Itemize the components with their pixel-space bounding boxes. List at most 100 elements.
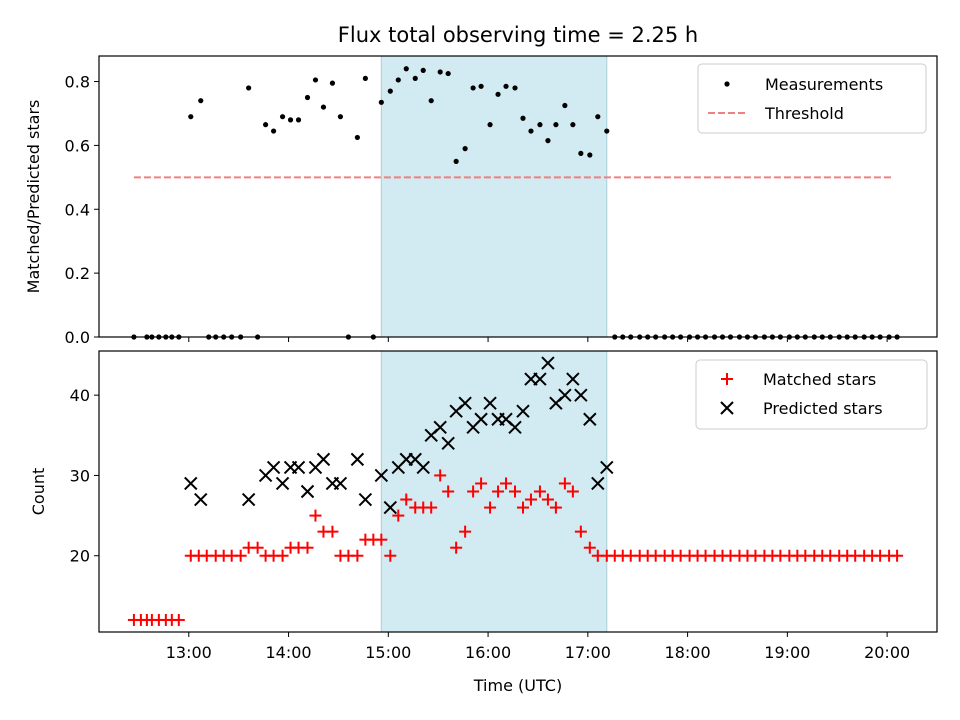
data-point — [450, 541, 463, 554]
data-point — [453, 158, 459, 164]
data-point — [528, 128, 534, 134]
bottom-panel: 20 30 40 13:00 14:00 15:00 16:00 17:00 18:00 19:… — [29, 350, 938, 695]
legend-matched-label: Matched stars — [763, 370, 876, 389]
x-tick-label: 15:00 — [365, 643, 411, 662]
data-point — [392, 509, 405, 522]
data-point — [412, 75, 418, 81]
data-point — [509, 485, 522, 498]
data-point — [279, 114, 286, 120]
data-point — [545, 138, 551, 144]
data-point — [416, 460, 430, 475]
data-point — [291, 460, 306, 475]
data-point — [241, 492, 256, 507]
data-point — [362, 75, 368, 81]
data-point — [194, 492, 208, 507]
data-point — [434, 469, 447, 482]
data-point — [541, 493, 554, 506]
observing-span-top — [380, 55, 608, 338]
data-point — [583, 412, 597, 426]
bottom-legend-box — [695, 359, 928, 430]
data-point — [537, 122, 543, 128]
data-point — [520, 115, 526, 121]
data-point — [316, 452, 331, 467]
data-point — [351, 549, 364, 562]
data-point — [384, 549, 397, 562]
data-point — [374, 468, 389, 483]
data-point — [304, 94, 311, 101]
data-point — [541, 356, 555, 370]
top-legend-box — [697, 63, 927, 134]
x-tick-label: 18:00 — [665, 643, 711, 662]
y-tick-label: 20 — [70, 547, 90, 566]
data-point — [425, 501, 438, 514]
data-point — [329, 80, 336, 86]
data-point — [270, 128, 277, 134]
data-point — [492, 485, 505, 498]
data-point — [246, 85, 252, 91]
bottom-y-axis-label: Count — [29, 468, 48, 516]
data-point — [500, 477, 513, 490]
data-point — [558, 477, 571, 490]
data-point — [326, 525, 339, 538]
data-point — [483, 396, 497, 410]
data-point — [600, 460, 614, 475]
data-point — [595, 114, 601, 120]
x-tick-label: 17:00 — [565, 643, 611, 662]
data-point — [263, 122, 269, 128]
data-point — [475, 477, 488, 490]
data-point — [251, 541, 264, 554]
data-point — [574, 525, 587, 538]
data-point — [533, 372, 547, 386]
data-point — [495, 91, 501, 97]
legend-predicted-marker — [720, 401, 734, 415]
data-point — [574, 388, 588, 402]
data-point — [604, 128, 610, 134]
data-point — [184, 476, 198, 491]
legend-measurements-marker — [724, 81, 730, 87]
legend-threshold-label: Threshold — [764, 104, 844, 123]
data-point — [301, 541, 314, 554]
data-point — [400, 493, 413, 506]
data-point — [583, 541, 596, 554]
data-point — [445, 70, 451, 77]
y-tick-label: 0.4 — [65, 200, 90, 219]
data-point — [524, 493, 537, 506]
data-point — [533, 485, 546, 498]
data-point — [891, 549, 904, 562]
top-axes-frame — [98, 55, 938, 338]
data-point — [309, 509, 322, 522]
top-legend: Measurements Threshold — [697, 63, 927, 134]
data-point — [553, 122, 559, 128]
data-point — [458, 396, 472, 410]
data-point — [433, 420, 447, 434]
data-point — [172, 613, 185, 626]
data-point — [578, 150, 584, 156]
data-point — [484, 501, 497, 514]
data-point — [295, 117, 302, 123]
x-tick-label: 16:00 — [465, 643, 511, 662]
series-matched-stars — [127, 469, 904, 626]
data-point — [333, 476, 348, 491]
y-tick-label: 0.6 — [65, 136, 90, 155]
data-point — [198, 98, 204, 104]
y-tick-label: 0.8 — [65, 73, 90, 92]
data-point — [403, 66, 409, 72]
data-point — [437, 69, 443, 75]
data-point — [287, 117, 294, 123]
data-point — [337, 114, 344, 120]
data-point — [276, 549, 289, 562]
data-point — [266, 460, 281, 475]
data-point — [459, 525, 472, 538]
data-point — [570, 122, 576, 128]
y-tick-label: 0.0 — [65, 328, 90, 347]
data-point — [470, 85, 476, 91]
y-tick-label: 0.2 — [65, 264, 90, 283]
data-point — [375, 533, 388, 546]
data-point — [503, 83, 509, 89]
x-tick-label: 13:00 — [166, 643, 212, 662]
data-point — [320, 104, 327, 110]
data-point — [234, 549, 247, 562]
data-point — [508, 420, 522, 434]
x-tick-label: 19:00 — [764, 643, 810, 662]
